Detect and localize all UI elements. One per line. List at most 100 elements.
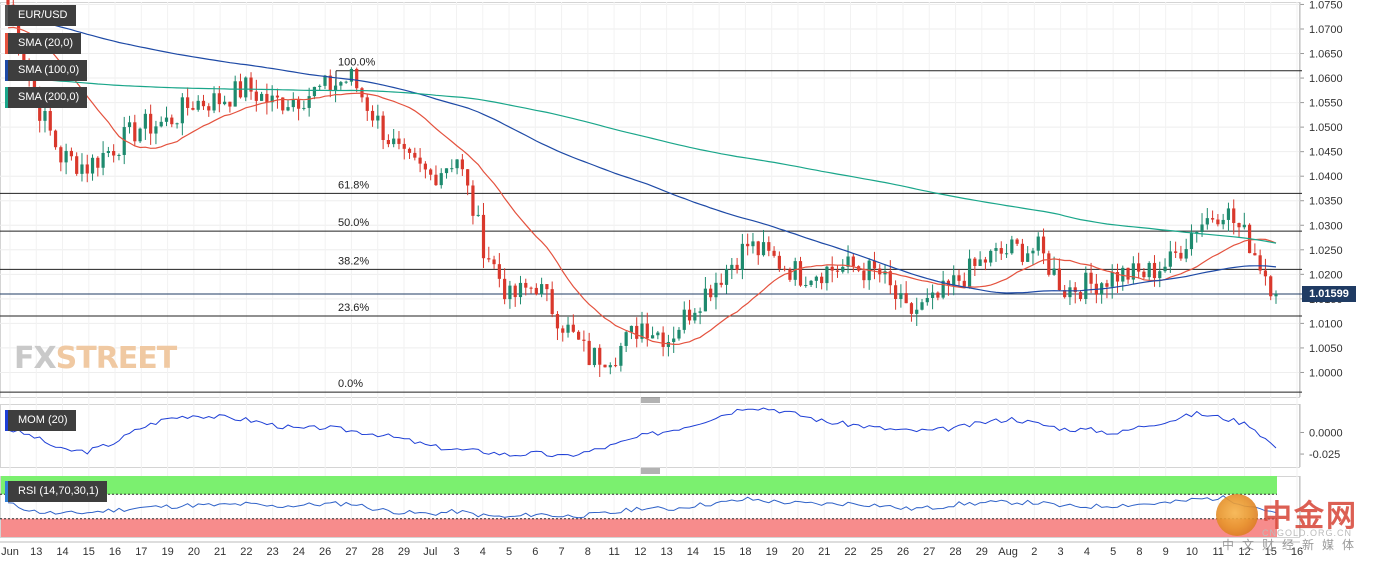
candle-body (999, 248, 1003, 254)
candles (6, 0, 1278, 377)
panel-frame-2 (0, 404, 1300, 468)
candle-body (1004, 253, 1009, 255)
y-tick-label: 1.0750 (1309, 0, 1343, 11)
sma20-label[interactable]: SMA (20,0) (5, 33, 82, 54)
candle-body (291, 100, 295, 108)
candle-body (777, 255, 781, 269)
candle-body (703, 288, 707, 312)
x-tick-label: 4 (480, 546, 486, 558)
candle-body (962, 280, 966, 287)
candle-body (571, 324, 575, 332)
candle-body (640, 323, 644, 339)
mom-y-tick-label: 0.0000 (1309, 427, 1343, 439)
candle-body (709, 288, 713, 298)
candle-body (550, 289, 554, 315)
candle-body (841, 266, 845, 272)
rsi-label[interactable]: RSI (14,70,30,1) (5, 481, 107, 502)
x-tick-label: 27 (345, 546, 357, 558)
sma200-line (7, 79, 1277, 244)
candle-body (476, 214, 480, 216)
candle-body (429, 169, 433, 175)
candle-body (994, 248, 998, 251)
rsi-overbought-zone (1, 476, 1277, 495)
candle-body (127, 122, 132, 128)
candle-body (260, 93, 264, 101)
candle-body (413, 152, 417, 158)
candle-body (323, 75, 327, 86)
mom-label[interactable]: MOM (20) (5, 410, 76, 431)
sma200-label[interactable]: SMA (200,0) (5, 87, 88, 108)
sma100-label[interactable]: SMA (100,0) (5, 60, 88, 81)
candle-body (830, 266, 834, 271)
candle-body (1232, 208, 1236, 224)
y-tick-label: 1.0600 (1309, 73, 1343, 85)
candle-body (444, 168, 449, 174)
candle-body (946, 280, 951, 286)
x-tick-label: 29 (398, 546, 410, 558)
candle-body (1110, 272, 1114, 287)
candle-body (566, 324, 570, 333)
candle-body (666, 342, 671, 347)
candle-body (698, 311, 702, 313)
candle-body (423, 163, 427, 170)
x-tick-label: 21 (214, 546, 226, 558)
candle-body (175, 123, 179, 125)
candle-body (952, 275, 956, 286)
y-tick-label: 1.0500 (1309, 122, 1343, 134)
y-tick-label: 1.0400 (1309, 171, 1343, 183)
candle-body (117, 154, 121, 156)
fibonacci-label: 50.0% (338, 217, 369, 229)
candle-body (170, 117, 174, 125)
candle-body (439, 173, 443, 186)
candle-body (138, 128, 142, 142)
candle-body (746, 243, 750, 247)
candle-body (524, 282, 528, 288)
candle-body (370, 110, 375, 121)
candle-body (286, 107, 290, 111)
candle-body (936, 292, 940, 298)
candle-body (1216, 219, 1220, 225)
last-price-label: 1.01599 (1302, 286, 1356, 302)
candle-body (455, 159, 459, 169)
sma20-line (7, 26, 1277, 346)
x-tick-label: 13 (30, 546, 42, 558)
x-tick-label: 6 (532, 546, 538, 558)
x-tick-label: 14 (56, 546, 68, 558)
candle-body (825, 266, 829, 284)
candle-body (217, 93, 221, 105)
x-tick-label: 21 (818, 546, 830, 558)
symbol-label[interactable]: EUR/USD (5, 5, 76, 26)
candle-body (418, 157, 422, 164)
x-tick-label: 3 (1058, 546, 1064, 558)
candle-body (561, 328, 565, 333)
candle-body (1078, 292, 1083, 300)
candle-body (1073, 287, 1077, 293)
candle-body (888, 271, 892, 286)
candle-body (804, 284, 808, 286)
candle-body (1263, 270, 1268, 277)
candle-body (1041, 236, 1046, 254)
x-tick-label: 25 (871, 546, 883, 558)
candle-body (1184, 249, 1188, 259)
x-tick-label: 12 (1238, 546, 1250, 558)
x-tick-label: 15 (1265, 546, 1277, 558)
candle-body (376, 115, 380, 121)
candle-body (1189, 233, 1194, 250)
candle-body (1174, 251, 1178, 253)
candle-body (1121, 267, 1125, 282)
candle-body (328, 75, 332, 91)
candle-body (894, 285, 898, 300)
candle-body (75, 156, 79, 174)
y-tick-label: 1.0450 (1309, 147, 1343, 159)
candle-body (281, 97, 285, 111)
y-tick-label: 1.0200 (1309, 269, 1343, 281)
candle-body (735, 264, 739, 270)
x-tick-label: 4 (1084, 546, 1090, 558)
candle-body (672, 338, 676, 343)
candle-body (587, 340, 591, 366)
candle-body (978, 259, 982, 266)
candle-body (920, 302, 924, 310)
candle-body (518, 282, 523, 298)
candle-body (724, 269, 729, 285)
x-tick-label: 12 (634, 546, 646, 558)
